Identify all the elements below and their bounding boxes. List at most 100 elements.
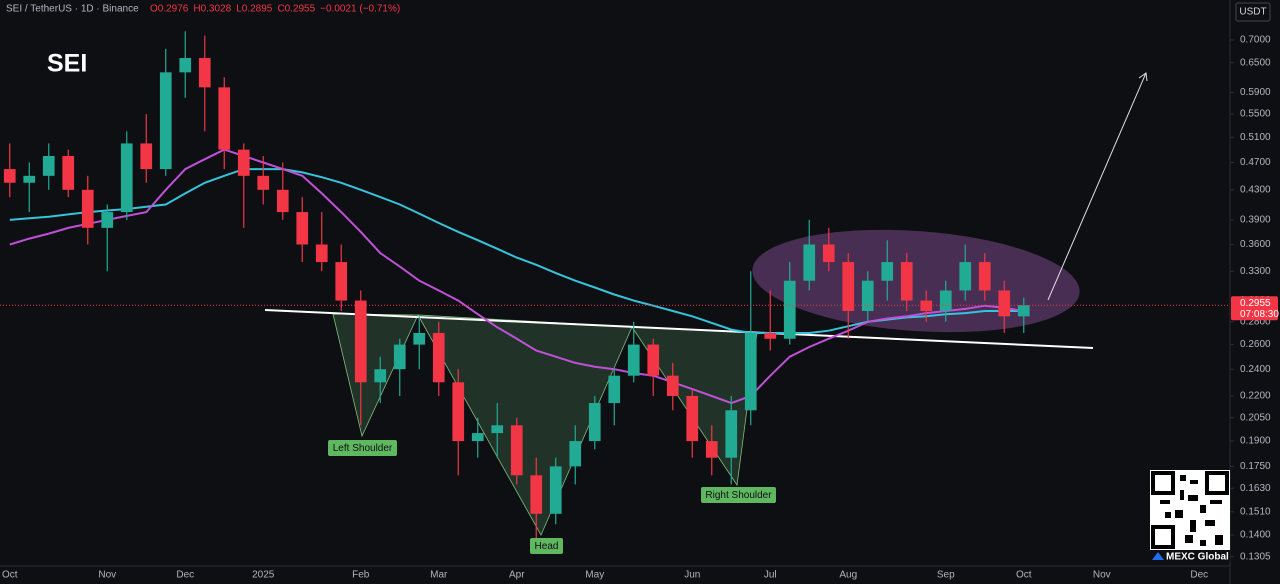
x-tick-label: Oct — [2, 570, 18, 581]
candle-body — [198, 58, 211, 88]
annotation: Left Shoulder — [333, 443, 393, 454]
candle-body — [101, 212, 114, 228]
y-tick-label: 0.1750 — [1240, 461, 1271, 472]
x-tick-label: Feb — [352, 570, 370, 581]
watermark: MEXC Global — [1166, 552, 1229, 563]
qr-modules — [1160, 475, 1223, 546]
plot — [0, 31, 1230, 547]
candle-body — [296, 212, 309, 245]
x-tick-label: Apr — [509, 570, 525, 581]
candle-body — [842, 262, 855, 311]
ohlc-value: O0.2976 — [150, 4, 189, 15]
candle-body — [471, 433, 484, 442]
y-tick-label: 0.2800 — [1240, 316, 1271, 327]
candle-body — [354, 300, 367, 383]
candle-body — [491, 425, 504, 434]
candle-body — [725, 410, 738, 458]
y-tick-label: 0.7000 — [1240, 35, 1271, 46]
candle-body — [978, 262, 991, 291]
candle-body — [822, 244, 835, 263]
y-tick-label: 0.1305 — [1240, 551, 1271, 562]
moving-average — [9, 168, 1024, 334]
candle-body — [23, 175, 36, 183]
target-arrow — [1047, 72, 1147, 301]
candle-body — [608, 375, 621, 404]
annotation: Right Shoulder — [705, 490, 772, 501]
candle-body — [510, 425, 523, 476]
y-tick-label: 0.3900 — [1240, 215, 1271, 226]
annotation-box — [701, 487, 776, 503]
currency-box — [1235, 2, 1271, 22]
candle-body — [959, 262, 972, 291]
y-tick-label: 0.2600 — [1240, 339, 1271, 350]
y-tick-label: 0.3600 — [1240, 239, 1271, 250]
x-tick-label: Mar — [430, 570, 448, 581]
candle-body — [549, 466, 562, 514]
y-tick-label: 0.5900 — [1240, 87, 1271, 98]
y-tick-label: 0.6500 — [1240, 57, 1271, 68]
candle-body — [452, 382, 465, 442]
qr-finder — [1205, 471, 1229, 495]
countdown: 07:08:30 — [1240, 309, 1279, 320]
candle-body — [42, 155, 55, 176]
x-tick-label: Nov — [1093, 570, 1111, 581]
y-tick-label: 0.3300 — [1240, 266, 1271, 277]
candle-body — [900, 262, 913, 301]
candle-body — [1017, 305, 1030, 317]
candle-body — [159, 72, 172, 170]
currency: USDT — [1239, 7, 1266, 18]
candle-body — [81, 189, 94, 228]
chart-title: SEI — [47, 50, 87, 78]
candle-body — [627, 344, 640, 376]
y-tick-label: 0.5500 — [1240, 109, 1271, 120]
y-tick-label: 0.5100 — [1240, 132, 1271, 143]
ohlc-value: −0.0021 (−0.71%) — [320, 4, 400, 15]
candle-body — [140, 143, 153, 170]
candle-body — [666, 375, 679, 396]
ohlc-value: C0.2955 — [277, 4, 315, 15]
watermark-bg — [1150, 550, 1230, 562]
candle-body — [120, 143, 133, 213]
candle-body — [315, 244, 328, 263]
arrow-head — [1138, 72, 1148, 82]
candle-body — [3, 169, 16, 183]
candle-body — [920, 300, 933, 311]
candle-body — [861, 280, 874, 311]
candle-body — [413, 332, 426, 345]
candle-body — [881, 262, 894, 281]
candle-body — [237, 149, 250, 176]
x-tick-label: Dec — [176, 570, 194, 581]
candle-body — [432, 332, 445, 383]
candle-body — [939, 290, 952, 311]
symbol: SEI / TetherUS · 1D · Binance — [6, 4, 139, 15]
candle-body — [803, 244, 816, 281]
annotation-box — [530, 538, 563, 554]
x-tick-label: 2025 — [252, 570, 275, 581]
watermark-logo — [1152, 552, 1164, 560]
y-tick-label: 0.4700 — [1240, 157, 1271, 168]
y-tick-label: 0.2400 — [1240, 364, 1271, 375]
ohlc-value: L0.2895 — [236, 4, 273, 15]
x-tick-label: Oct — [1016, 570, 1032, 581]
last-price-box — [1231, 296, 1278, 321]
x-tick-label: Jun — [684, 570, 700, 581]
y-tick-label: 0.2050 — [1240, 412, 1271, 423]
qr-finder — [1151, 525, 1175, 549]
candle-body — [588, 403, 601, 442]
candle-body — [218, 87, 231, 150]
candle-body — [179, 58, 192, 73]
candle-body — [257, 175, 270, 190]
qr-code: MEXC Global — [1150, 470, 1230, 563]
candle-body — [530, 475, 543, 514]
y-tick-label: 0.1400 — [1240, 530, 1271, 541]
y-tick-label: 0.1630 — [1240, 483, 1271, 494]
neckline — [264, 309, 1094, 349]
moving-average — [9, 148, 1024, 405]
x-tick-label: Sep — [937, 570, 955, 581]
candle-body — [744, 332, 757, 411]
candle-body — [335, 262, 348, 301]
candle-body — [569, 441, 582, 467]
